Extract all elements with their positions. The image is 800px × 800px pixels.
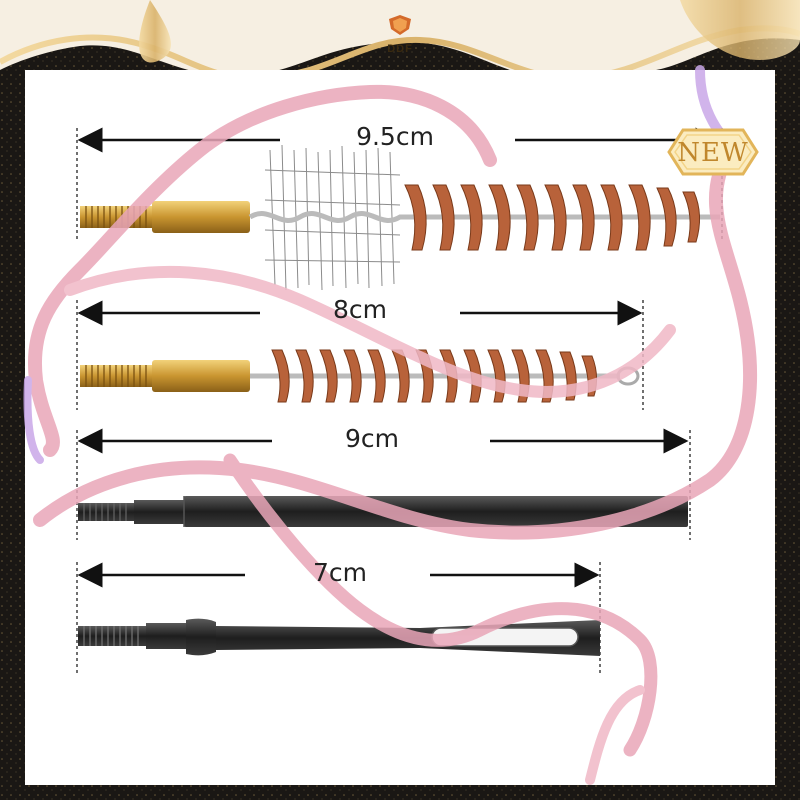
- dimension-label-9-5cm: 9.5cm: [356, 122, 434, 151]
- shield-icon: [389, 15, 411, 35]
- badge-shape-icon: [667, 128, 759, 176]
- dimension-label-8cm: 8cm: [332, 295, 387, 324]
- brush-8cm: [76, 300, 644, 410]
- brand-name: DDF: [387, 43, 413, 55]
- badge-label: NEW: [677, 138, 749, 168]
- brand-logo: DDF: [0, 14, 800, 55]
- brush-9-5cm: [76, 127, 723, 291]
- rod-9cm: [76, 428, 691, 540]
- pink-ribbon-decoration: [23, 65, 757, 785]
- new-badge: NEW: [657, 124, 769, 180]
- dimension-label-9cm: 9cm: [344, 424, 399, 453]
- dimension-label-7cm: 7cm: [312, 558, 367, 587]
